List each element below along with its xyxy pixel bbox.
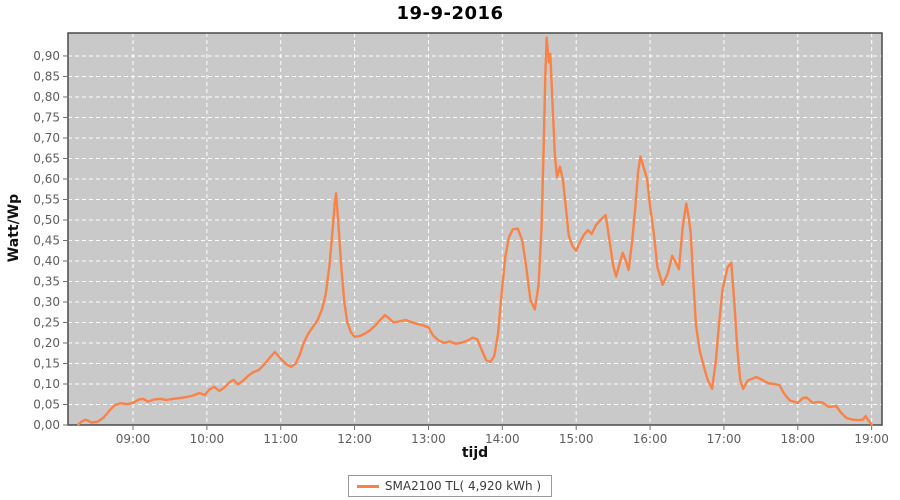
y-tick-label: 0,45	[33, 233, 60, 247]
y-tick-label: 0,55	[33, 192, 60, 206]
y-tick-label: 0,25	[33, 315, 60, 329]
y-tick-label: 0,10	[33, 377, 60, 391]
y-tick-label: 0,40	[33, 254, 60, 268]
y-tick-label: 0,00	[33, 418, 60, 432]
legend-box: SMA2100 TL( 4,920 kWh )	[347, 475, 553, 497]
y-tick-label: 0,85	[33, 69, 60, 83]
legend: SMA2100 TL( 4,920 kWh )	[0, 475, 900, 497]
x-tick-label: 12:00	[337, 432, 372, 446]
y-tick-label: 0,35	[33, 274, 60, 288]
y-tick-label: 0,20	[33, 336, 60, 350]
y-tick-label: 0,15	[33, 356, 60, 370]
y-tick-label: 0,80	[33, 90, 60, 104]
chart-title: 19-9-2016	[396, 3, 504, 24]
x-tick-label: 19:00	[854, 432, 889, 446]
y-tick-label: 0,75	[33, 110, 60, 124]
y-tick-label: 0,50	[33, 213, 60, 227]
y-tick-label: 0,60	[33, 172, 60, 186]
y-tick-label: 0,90	[33, 49, 60, 63]
x-tick-label: 15:00	[559, 432, 594, 446]
y-tick-label: 0,30	[33, 295, 60, 309]
series-line	[77, 36, 873, 426]
legend-label: SMA2100 TL( 4,920 kWh )	[384, 479, 542, 493]
x-tick-label: 18:00	[780, 432, 815, 446]
x-tick-label: 17:00	[707, 432, 742, 446]
x-tick-label: 11:00	[263, 432, 298, 446]
y-axis-title: Watt/Wp	[6, 193, 22, 263]
plot-border	[67, 32, 883, 426]
y-tick-label: 0,65	[33, 151, 60, 165]
x-tick-label: 10:00	[190, 432, 225, 446]
x-axis-title: tijd	[461, 445, 489, 461]
x-tick-label: 13:00	[411, 432, 446, 446]
x-tick-label: 09:00	[116, 432, 151, 446]
x-tick-label: 16:00	[633, 432, 668, 446]
x-tick-label: 14:00	[485, 432, 520, 446]
plot-background	[68, 33, 882, 425]
y-tick-label: 0,05	[33, 397, 60, 411]
legend-line-swatch-icon	[356, 484, 379, 488]
y-tick-label: 0,70	[33, 131, 60, 145]
